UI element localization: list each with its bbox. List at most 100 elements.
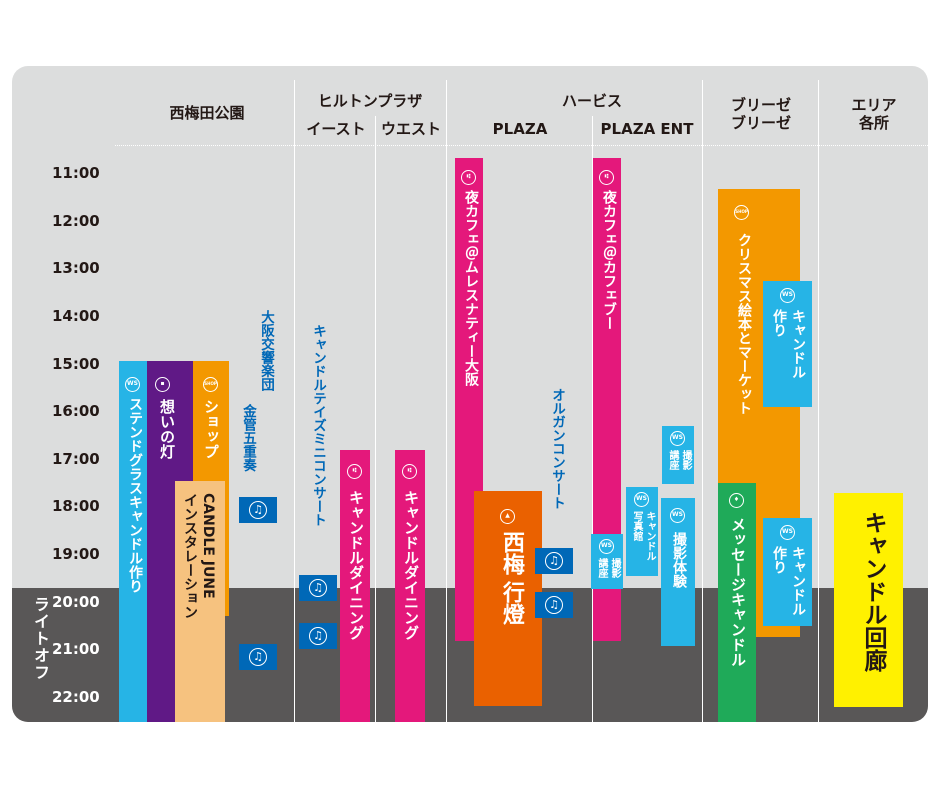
venue-breeze-2: ブリーゼ — [730, 114, 791, 132]
event-label: 撮影体験 — [671, 532, 687, 588]
event-candle-corridor: キャンドル回廊 — [834, 493, 903, 707]
event-label: キャンドル回廊 — [860, 511, 886, 672]
event-label: キャンドル — [790, 546, 806, 616]
dining-icon: ⑆ — [461, 170, 476, 185]
event-nishiumeda-lantern: ▲ 西梅 行燈 — [474, 491, 542, 706]
music-icon: ♫ — [309, 627, 327, 645]
music-icon: ♫ — [545, 596, 563, 614]
event-label: 夜カフェ＠ムレスナティー大阪 — [463, 190, 479, 386]
event-label: キャンドルダイニング — [402, 490, 420, 640]
time-label: 20:00 — [52, 593, 100, 611]
concert-slot: ♫ — [299, 623, 337, 649]
event-candle-studio: WS キャンドル 写真館 — [626, 487, 658, 576]
timetable-board: 西梅田公園 ヒルトンプラザ イースト ウエスト ハービス PLAZA PLAZA… — [12, 66, 928, 722]
dining-icon: ⑆ — [599, 170, 614, 185]
event-label: CANDLE JUNE — [200, 493, 216, 599]
music-icon: ♫ — [309, 579, 327, 597]
event-candle-make-a: WS キャンドル 作り — [763, 281, 812, 407]
time-label: 17:00 — [52, 450, 100, 468]
event-label: 作り — [771, 309, 787, 337]
divider — [446, 80, 447, 722]
event-message-candle: ♦ メッセージキャンドル — [718, 483, 756, 722]
event-label: 西梅 — [499, 531, 524, 575]
time-label: 15:00 — [52, 355, 100, 373]
event-label: 撮影 — [680, 450, 691, 470]
dining-icon: ⑆ — [402, 464, 417, 479]
concert-slot: ♫ — [535, 592, 573, 618]
music-icon: ♫ — [249, 648, 267, 666]
ws-icon: WS — [670, 508, 685, 523]
event-label: キャンドルダイニング — [347, 490, 365, 640]
ws-icon: WS — [599, 539, 614, 554]
event-label: キャンドル — [790, 309, 806, 379]
ws-icon: WS — [780, 525, 795, 540]
event-candle-make-b: WS キャンドル 作り — [763, 518, 812, 626]
concert-slot: ♫ — [535, 548, 573, 574]
event-label: 写真館 — [631, 511, 642, 541]
event-organ: オルガンコンサート — [549, 388, 565, 510]
event-photo-lecture-b: WS 撮影 講座 — [662, 426, 694, 484]
music-icon: ♫ — [249, 501, 267, 519]
time-label: 12:00 — [52, 212, 100, 230]
event-candle-days: キャンドルテイズミニコンサート — [310, 324, 326, 527]
event-label: ショップ — [202, 399, 220, 459]
ws-icon: WS — [780, 288, 795, 303]
event-label: 作り — [771, 546, 787, 574]
event-candle-june: CANDLE JUNE インスタレーション — [175, 481, 225, 722]
venue-herbis-plaza: PLAZA — [492, 120, 548, 138]
event-stained-glass: WS ステンドグラスキャンドル作り — [119, 361, 147, 722]
lantern-icon: ▲ — [500, 509, 515, 524]
event-label: インスタレーション — [182, 493, 198, 619]
venue-nishiumeda: 西梅田公園 — [169, 104, 245, 122]
venue-hilton: ヒルトンプラザ — [317, 92, 423, 110]
event-orchestra-sub: 金管五重奏 — [240, 404, 256, 472]
event-photo-lecture: WS 撮影 講座 — [591, 534, 623, 589]
event-orchestra: 大阪交響楽団 — [258, 310, 274, 391]
time-label: 14:00 — [52, 307, 100, 325]
venue-breeze-1: ブリーゼ — [730, 96, 791, 114]
time-label: 19:00 — [52, 545, 100, 563]
shop-icon: SHOP — [203, 377, 218, 392]
venue-herbis-ent: PLAZA ENT — [600, 120, 694, 138]
divider — [375, 116, 376, 722]
time-label: 11:00 — [52, 164, 100, 182]
event-label: 行燈 — [499, 581, 524, 625]
cup-icon: ▪ — [155, 377, 170, 392]
dining-icon: ⑆ — [347, 464, 362, 479]
time-label: 16:00 — [52, 402, 100, 420]
lightoff-label: ライトオフ — [31, 596, 50, 681]
event-dining-west: ⑆ キャンドルダイニング — [395, 450, 425, 722]
event-label: 夜カフェ＠カフェブー — [601, 190, 617, 330]
concert-slot: ♫ — [299, 575, 337, 601]
ws-icon: WS — [670, 431, 685, 446]
event-label: 講座 — [667, 450, 678, 470]
divider — [592, 116, 593, 722]
ws-icon: WS — [125, 377, 140, 392]
time-label: 21:00 — [52, 640, 100, 658]
event-photo-experience: WS 撮影体験 — [661, 498, 695, 646]
event-label: キャンドル — [644, 511, 655, 561]
venue-area-2: 各所 — [858, 114, 889, 132]
time-label: 18:00 — [52, 497, 100, 515]
divider — [294, 80, 295, 722]
event-label: 講座 — [596, 558, 607, 578]
event-label: メッセージキャンドル — [729, 517, 747, 667]
divider — [702, 80, 703, 722]
time-label: 13:00 — [52, 259, 100, 277]
concert-slot: ♫ — [239, 644, 277, 670]
candle-icon: ♦ — [729, 493, 744, 508]
event-dining-east: ⑆ キャンドルダイニング — [340, 450, 370, 722]
shop-icon: SHOP — [734, 205, 749, 220]
music-icon: ♫ — [545, 552, 563, 570]
venue-herbis: ハービス — [561, 92, 622, 110]
header-rule — [115, 145, 928, 146]
event-label: 撮影 — [609, 558, 620, 578]
time-label: 22:00 — [52, 688, 100, 706]
venue-hilton-west: ウエスト — [380, 120, 441, 138]
event-label: 想いの灯 — [158, 399, 176, 459]
concert-slot: ♫ — [239, 497, 277, 523]
divider — [818, 80, 819, 722]
venue-hilton-east: イースト — [306, 120, 366, 138]
ws-icon: WS — [634, 492, 649, 507]
event-label: クリスマス絵本とマーケット — [736, 233, 752, 415]
